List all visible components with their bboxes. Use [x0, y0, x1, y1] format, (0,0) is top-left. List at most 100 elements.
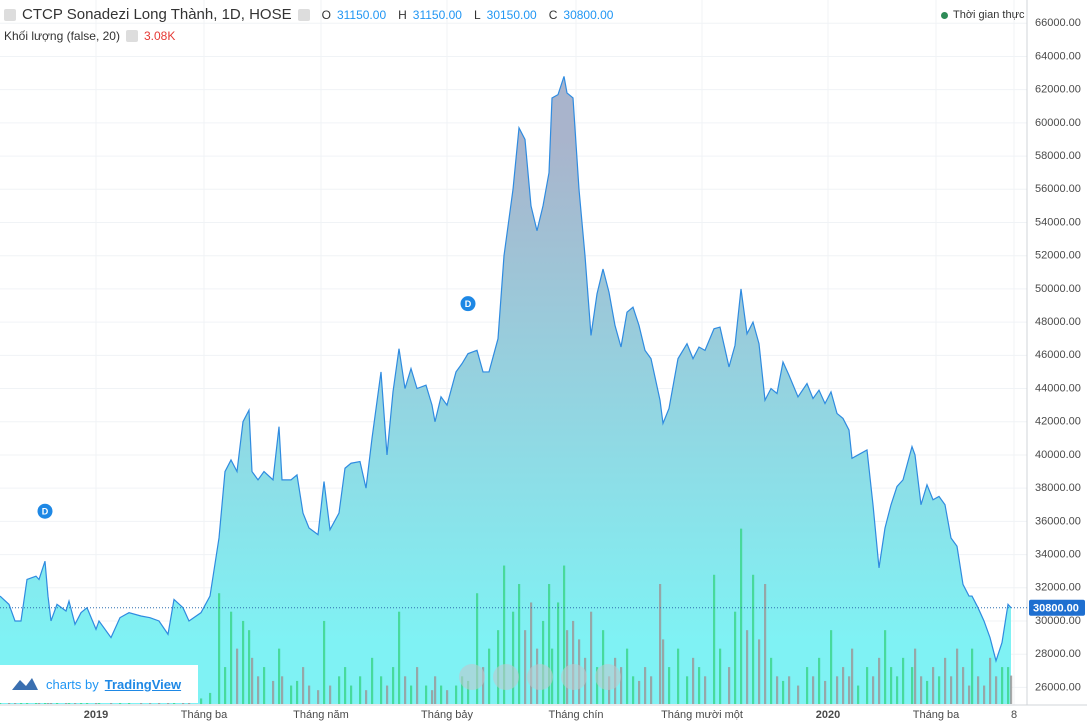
brand-name[interactable]: TradingView [104, 676, 182, 692]
volume-bar [344, 667, 347, 704]
volume-bar [872, 676, 875, 704]
y-tick-label: 44000.00 [1035, 382, 1081, 394]
x-tick-label: Tháng bảy [421, 709, 473, 721]
h-label: H [398, 7, 407, 22]
nav-btn[interactable] [493, 664, 519, 690]
volume-bar [758, 639, 761, 704]
volume-bar [884, 630, 887, 704]
volume-bar [278, 648, 281, 704]
volume-bar [662, 639, 665, 704]
y-tick-label: 60000.00 [1035, 117, 1081, 129]
volume-bar [977, 676, 980, 704]
h-value: 31150.00 [412, 7, 462, 22]
volume-bar [425, 685, 428, 704]
volume-bar [572, 620, 575, 704]
y-tick-label: 52000.00 [1035, 250, 1081, 262]
x-tick-label: 2019 [84, 709, 108, 721]
volume-legend: Khối lượng (false, 20) 3.08K [4, 29, 175, 43]
price-axis-bg [1027, 0, 1087, 705]
volume-bar [392, 667, 395, 704]
volume-bar [659, 584, 662, 704]
volume-bar [1010, 675, 1013, 704]
y-tick-label: 62000.00 [1035, 84, 1081, 96]
settings-icon[interactable] [297, 8, 310, 21]
y-tick-label: 40000.00 [1035, 449, 1081, 461]
volume-bar [830, 630, 833, 704]
nav-btn[interactable] [595, 664, 621, 690]
volume-bar [563, 565, 566, 704]
y-tick-label: 58000.00 [1035, 150, 1081, 162]
volume-bar [1001, 667, 1004, 704]
brand-logo [12, 678, 38, 690]
volume-bar [989, 657, 992, 704]
volume-bar [626, 648, 629, 704]
event-label: D [42, 507, 49, 517]
y-tick-label: 54000.00 [1035, 216, 1081, 228]
volume-bar [797, 685, 800, 704]
realtime-dot [941, 11, 948, 19]
price-line [0, 76, 1012, 663]
x-tick-label: Tháng ba [181, 709, 228, 721]
volume-bar [512, 611, 515, 704]
volume-bar [272, 680, 275, 704]
volume-bar [230, 611, 233, 704]
volume-bar [308, 685, 311, 704]
navigation [459, 664, 621, 690]
volume-bar [944, 657, 947, 704]
realtime: Thời gian thực [941, 9, 1024, 21]
volume-bar [983, 685, 986, 704]
nav-btn[interactable] [459, 664, 485, 690]
y-tick-label: 64000.00 [1035, 50, 1081, 62]
y-tick-label: 46000.00 [1035, 349, 1081, 361]
volume-bar [434, 676, 437, 704]
y-tick-label: 36000.00 [1035, 515, 1081, 527]
volume-bar [359, 676, 362, 704]
y-tick-label: 32000.00 [1035, 582, 1081, 594]
l-label: L [473, 7, 481, 22]
x-tick-label: Tháng mười một [661, 709, 743, 721]
volume-bar [932, 667, 935, 704]
volume-bar [728, 667, 731, 704]
volume-bar [242, 620, 245, 704]
last-price-box [1029, 599, 1085, 616]
branding: charts by TradingView [0, 665, 198, 703]
volume-bar [902, 657, 905, 704]
nav-btn[interactable] [561, 664, 587, 690]
volume-bar [263, 667, 266, 704]
volume-bar [782, 680, 785, 704]
volume-bar [812, 676, 815, 704]
volume-bar [431, 690, 434, 704]
realtime-text: Thời gian thực [953, 9, 1025, 21]
volume-bar [608, 676, 611, 704]
volume-bar [914, 648, 917, 704]
y-tick-label: 38000.00 [1035, 482, 1081, 494]
volume-bar [398, 611, 401, 704]
y-tick-label: 56000.00 [1035, 183, 1081, 195]
volume-bar [824, 680, 827, 704]
collapse-icon[interactable] [4, 8, 16, 21]
volume-bar [692, 657, 695, 704]
volume-bar [350, 685, 353, 704]
volume-bar [461, 676, 464, 704]
volume-bar [467, 680, 470, 704]
volume-bar [740, 528, 743, 704]
volume-bar [218, 593, 221, 704]
volume-bar [596, 667, 599, 704]
volume-bar [440, 685, 443, 704]
volume-bar [866, 667, 869, 704]
volume-bar [416, 667, 419, 704]
volume-bar [482, 667, 485, 704]
volume-bar [890, 667, 893, 704]
x-tick-label: Tháng năm [293, 709, 349, 721]
volume-bar [638, 680, 641, 704]
volume-bar [632, 676, 635, 704]
price-area [0, 76, 1011, 704]
volume-settings[interactable] [125, 30, 138, 42]
nav-btn[interactable] [527, 664, 553, 690]
volume-bar [926, 680, 929, 704]
volume-bar [968, 685, 971, 704]
volume-bar [734, 611, 737, 704]
volume-bar [329, 685, 332, 704]
last-price-label: 30800.00 [1033, 603, 1079, 615]
